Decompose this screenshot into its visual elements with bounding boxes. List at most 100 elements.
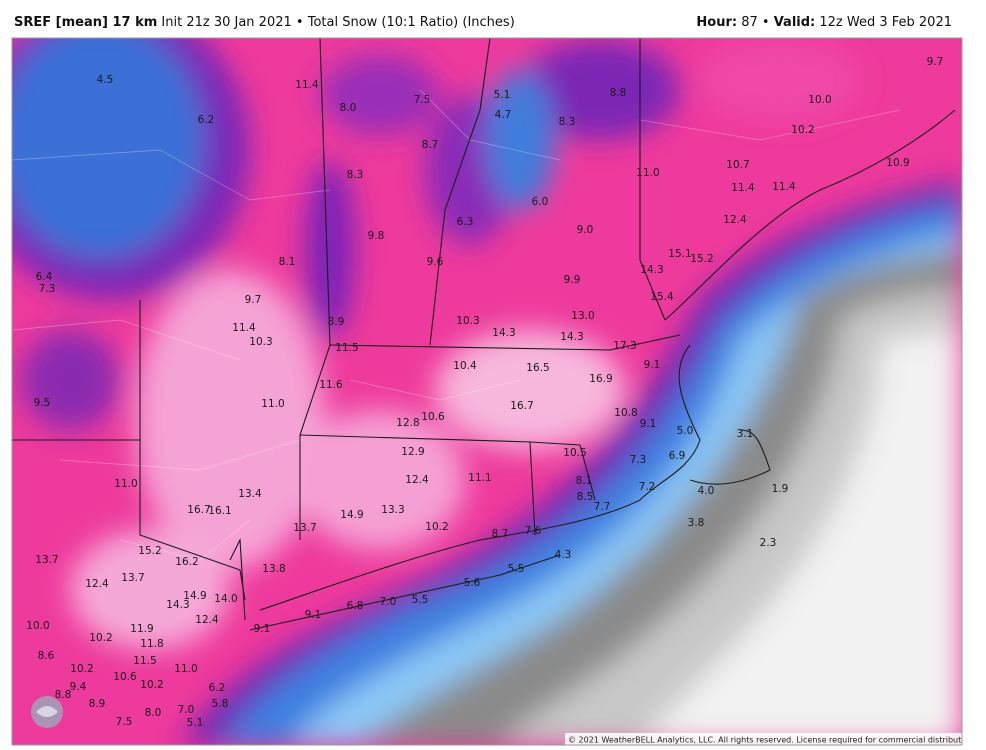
snow-total-label: 5.1 [187,717,204,729]
snow-total-label: 11.4 [295,79,319,91]
snow-total-label: 9.7 [245,294,262,306]
snow-total-label: 10.7 [726,159,749,171]
snow-total-label: 11.0 [114,478,137,490]
snow-total-label: 10.8 [614,407,637,419]
snow-total-label: 12.4 [723,214,747,226]
snow-total-label: 11.5 [335,342,358,354]
snowfall-shading [12,38,962,745]
snowfall-labels: 4.5 6.2 11.4 8.0 7.5 5.1 4.7 8.8 8.3 8.7 9.7 10.0 10… [26,56,943,729]
product: • Total Snow (10:1 Ratio) (Inches) [296,15,515,30]
snow-total-label: 9.4 [70,681,87,693]
snow-total-label: 16.1 [208,505,231,517]
header-right: Hour: 87 • Valid: 12z Wed 3 Feb 2021 [696,15,952,30]
state-borders [12,38,956,631]
snow-total-label: 9.1 [254,623,271,635]
snow-total-label: 11.4 [731,182,755,194]
snow-total-label: 6.9 [669,450,686,462]
snow-total-label: 10.2 [791,124,814,136]
map-frame [11,37,963,746]
snow-total-label: 5.8 [212,698,229,710]
snow-total-label: 7.3 [39,283,56,295]
snow-total-label: 11.9 [130,623,153,635]
snow-total-label: 10.5 [563,447,586,459]
hour: 87 • [741,15,769,30]
snow-total-label: 11.4 [772,181,796,193]
snow-total-label: 8.9 [89,698,106,710]
model: SREF [mean] 17 km [14,15,157,30]
snow-total-label: 9.1 [640,418,657,430]
logo [31,696,63,728]
snow-total-label: 6.0 [532,196,549,208]
snow-total-label: 11.0 [636,167,659,179]
snow-total-label: 15.4 [650,291,674,303]
snow-total-label: 17.3 [613,340,636,352]
snow-total-label: 7.7 [594,501,611,513]
snow-total-label: 16.2 [175,556,198,568]
snow-total-label: 9.7 [927,56,944,68]
snow-total-label: 4.0 [698,485,715,497]
snow-total-label: 12.9 [401,446,424,458]
snow-total-label: 8.8 [55,689,72,701]
snow-total-label: 15.2 [138,545,161,557]
valid-label: Valid: [774,15,816,30]
snow-total-label: 6.2 [209,682,226,694]
snow-total-label: 9.1 [644,359,661,371]
snow-total-label: 11.5 [133,655,156,667]
snow-total-label: 9.0 [577,224,594,236]
snow-total-label: 15.2 [690,253,713,265]
snow-total-label: 8.8 [610,87,627,99]
snow-total-label: 7.5 [116,716,133,728]
snow-total-label: 14.3 [166,599,189,611]
snow-total-label: 7.6 [525,525,542,537]
snow-total-label: 10.2 [425,521,448,533]
snow-total-label: 15.1 [668,248,691,260]
snow-total-label: 10.6 [113,671,137,683]
snow-total-label: 14.3 [560,331,583,343]
snow-total-label: 11.1 [468,472,491,484]
snow-total-label: 8.7 [422,139,439,151]
snow-total-label: 9.9 [564,274,581,286]
snow-total-label: 8.7 [492,528,509,540]
snow-total-label: 13.0 [571,310,594,322]
header-left: SREF [mean] 17 km Init 21z 30 Jan 2021 •… [14,15,515,30]
snow-total-label: 12.4 [195,614,219,626]
snow-total-label: 9.5 [34,397,51,409]
snow-total-label: 8.0 [340,102,357,114]
snow-total-label: 11.6 [319,379,343,391]
snow-total-label: 3.8 [688,517,705,529]
snow-total-label: 10.9 [886,157,909,169]
snow-total-label: 10.2 [89,632,112,644]
valid-time: 12z Wed 3 Feb 2021 [819,15,952,30]
snow-total-label: 5.1 [494,89,511,101]
snow-total-label: 5.5 [508,563,525,575]
snow-total-label: 8.1 [279,256,296,268]
snow-total-label: 12.4 [85,578,109,590]
snow-total-label: 8.1 [576,475,593,487]
init-time: Init 21z 30 Jan 2021 [161,15,291,30]
snow-total-label: 10.2 [140,679,163,691]
snow-total-label: 14.9 [183,590,206,602]
snow-total-label: 7.5 [414,94,431,106]
snow-total-label: 2.3 [760,537,777,549]
snow-total-label: 7.0 [380,596,397,608]
snow-total-label: 12.4 [405,474,429,486]
snow-total-label: 8.5 [577,491,594,503]
snow-total-label: 6.4 [36,271,53,283]
snow-total-label: 4.5 [97,74,114,86]
hour-label: Hour: [696,15,737,30]
snow-total-label: 14.3 [492,327,515,339]
snow-total-label: 8.0 [145,707,162,719]
snow-total-label: 10.4 [453,360,477,372]
snow-total-label: 7.2 [639,481,656,493]
snow-total-label: 14.3 [640,264,663,276]
snow-total-label: 10.3 [249,336,272,348]
snow-total-label: 10.3 [456,315,479,327]
snow-total-label: 5.0 [677,425,694,437]
snow-total-label: 10.2 [70,663,93,675]
snow-total-label: 14.0 [214,593,237,605]
snow-total-label: 6.8 [347,600,364,612]
snow-total-label: 13.3 [381,504,404,516]
snow-total-label: 7.3 [630,454,647,466]
